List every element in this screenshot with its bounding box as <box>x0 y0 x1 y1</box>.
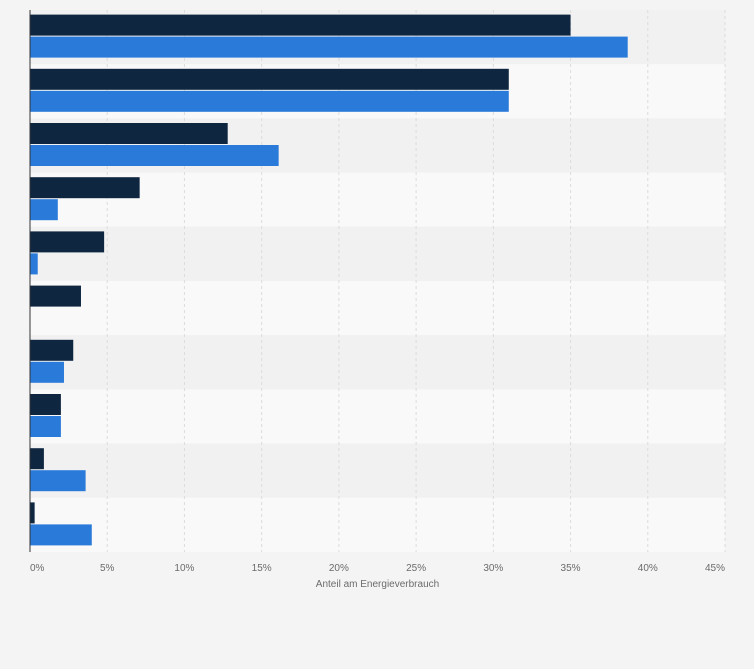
x-axis-title: Anteil am Energieverbrauch <box>316 579 439 590</box>
x-tick-label: 35% <box>561 563 581 574</box>
bar-series-1 <box>30 123 228 144</box>
bar-series-1 <box>30 14 571 36</box>
bar-series-2 <box>30 36 628 58</box>
row-band <box>30 226 725 281</box>
x-tick-label: 5% <box>100 563 115 574</box>
bar-series-2 <box>30 199 58 221</box>
bar-series-2 <box>30 361 64 383</box>
x-tick-label: 10% <box>174 563 194 574</box>
bar-series-1 <box>30 339 74 361</box>
bar-series-2 <box>30 416 61 437</box>
row-bands <box>30 10 725 552</box>
x-tick-label: 20% <box>329 563 349 574</box>
bar-series-2 <box>30 145 279 166</box>
row-band <box>30 172 725 227</box>
x-tick-label: 30% <box>483 563 503 574</box>
bar-series-1 <box>30 231 105 253</box>
row-band <box>30 497 725 552</box>
bar-series-1 <box>30 448 44 470</box>
row-band <box>30 335 725 390</box>
row-band <box>30 281 725 336</box>
bar-series-1 <box>30 285 81 307</box>
bar-series-2 <box>30 524 92 546</box>
x-axis-tick-labels: 0% 5% 10% 15% 20% 25% 30% 35% 40% 45% <box>30 563 725 574</box>
x-tick-label: 0% <box>30 563 45 574</box>
bar-series-2 <box>30 470 86 492</box>
x-tick-label: 45% <box>705 563 725 574</box>
bar-series-2 <box>30 253 38 275</box>
bar-series-1 <box>30 502 35 524</box>
x-tick-label: 25% <box>406 563 426 574</box>
bar-series-1 <box>30 68 509 90</box>
row-band <box>30 389 725 444</box>
row-band <box>30 443 725 498</box>
x-tick-label: 40% <box>638 563 658 574</box>
bar-series-1 <box>30 177 140 199</box>
x-tick-label: 15% <box>252 563 272 574</box>
bars <box>30 14 628 546</box>
bar-series-2 <box>30 90 509 112</box>
bar-series-1 <box>30 394 61 415</box>
